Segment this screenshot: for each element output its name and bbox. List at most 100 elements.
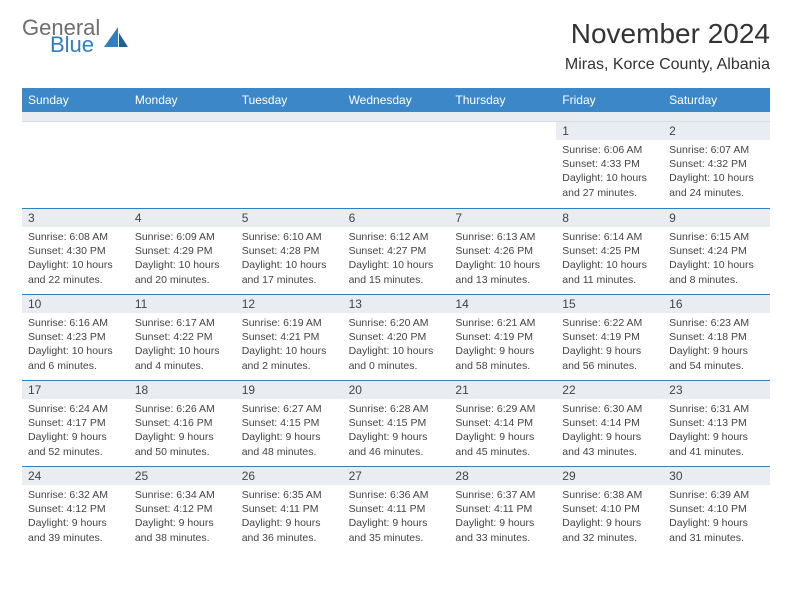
calendar-cell: 12 Sunrise: 6:19 AMSunset: 4:21 PMDayligh… — [236, 294, 343, 380]
day-number: 8 — [556, 209, 663, 227]
day-info-line: Sunset: 4:10 PM — [562, 502, 657, 516]
day-info-line: Sunrise: 6:30 AM — [562, 402, 657, 416]
calendar-cell: 15Sunrise: 6:22 AMSunset: 4:19 PMDayligh… — [556, 294, 663, 380]
day-info: Sunrise: 6:29 AMSunset: 4:14 PMDaylight:… — [455, 402, 550, 459]
calendar-cell: . — [22, 122, 129, 208]
calendar-week: 17Sunrise: 6:24 AMSunset: 4:17 PMDayligh… — [22, 380, 770, 466]
calendar-cell: 28Sunrise: 6:37 AMSunset: 4:11 PMDayligh… — [449, 466, 556, 552]
brand-text: General Blue — [22, 18, 100, 56]
day-number: 18 — [129, 381, 236, 399]
day-info-line: Sunset: 4:22 PM — [135, 330, 230, 344]
calendar-cell: 19Sunrise: 6:27 AMSunset: 4:15 PMDayligh… — [236, 380, 343, 466]
day-info: Sunrise: 6:12 AMSunset: 4:27 PMDaylight:… — [349, 230, 444, 287]
day-info: Sunrise: 6:39 AMSunset: 4:10 PMDaylight:… — [669, 488, 764, 545]
calendar-cell: 10Sunrise: 6:16 AMSunset: 4:23 PMDayligh… — [22, 294, 129, 380]
calendar-cell: 17Sunrise: 6:24 AMSunset: 4:17 PMDayligh… — [22, 380, 129, 466]
day-info-line: Sunrise: 6:21 AM — [455, 316, 550, 330]
weekday-label: Tuesday — [236, 88, 343, 112]
day-info-line: Sunrise: 6:19 AM — [242, 316, 337, 330]
day-info-line: Daylight: 9 hours — [669, 344, 764, 358]
day-info: Sunrise: 6:24 AMSunset: 4:17 PMDaylight:… — [28, 402, 123, 459]
day-info-line: Sunrise: 6:37 AM — [455, 488, 550, 502]
day-info: Sunrise: 6:38 AMSunset: 4:10 PMDaylight:… — [562, 488, 657, 545]
day-number: 12 — [236, 295, 343, 313]
day-info-line: Sunrise: 6:36 AM — [349, 488, 444, 502]
day-info-line: Daylight: 10 hours — [242, 344, 337, 358]
day-info: Sunrise: 6:10 AMSunset: 4:28 PMDaylight:… — [242, 230, 337, 287]
weeks-container: .....1Sunrise: 6:06 AMSunset: 4:33 PMDay… — [22, 122, 770, 552]
day-info-line: and 11 minutes. — [562, 273, 657, 287]
day-number: 14 — [449, 295, 556, 313]
day-info-line: Sunset: 4:33 PM — [562, 157, 657, 171]
calendar-cell: . — [449, 122, 556, 208]
calendar-cell: 7Sunrise: 6:13 AMSunset: 4:26 PMDaylight… — [449, 208, 556, 294]
day-info-line: Sunset: 4:11 PM — [455, 502, 550, 516]
day-info-line: Daylight: 9 hours — [455, 516, 550, 530]
day-number: 24 — [22, 467, 129, 485]
day-info-line: Sunset: 4:28 PM — [242, 244, 337, 258]
day-info: Sunrise: 6:27 AMSunset: 4:15 PMDaylight:… — [242, 402, 337, 459]
day-number: 4 — [129, 209, 236, 227]
day-info: Sunrise: 6:23 AMSunset: 4:18 PMDaylight:… — [669, 316, 764, 373]
day-info-line: Daylight: 9 hours — [349, 516, 444, 530]
day-info-line: Daylight: 9 hours — [242, 516, 337, 530]
location-text: Miras, Korce County, Albania — [565, 56, 770, 74]
day-info-line: Sunset: 4:26 PM — [455, 244, 550, 258]
calendar-week: 24Sunrise: 6:32 AMSunset: 4:12 PMDayligh… — [22, 466, 770, 552]
day-info: Sunrise: 6:30 AMSunset: 4:14 PMDaylight:… — [562, 402, 657, 459]
day-number: 25 — [129, 467, 236, 485]
day-number: 30 — [663, 467, 770, 485]
day-info: Sunrise: 6:34 AMSunset: 4:12 PMDaylight:… — [135, 488, 230, 545]
day-info-line: Sunset: 4:19 PM — [562, 330, 657, 344]
day-info-line: and 45 minutes. — [455, 445, 550, 459]
calendar-week: 3 Sunrise: 6:08 AMSunset: 4:30 PMDaylight… — [22, 208, 770, 294]
day-number: 10 — [22, 295, 129, 313]
day-info-line: Sunrise: 6:34 AM — [135, 488, 230, 502]
day-info-line: Sunset: 4:12 PM — [135, 502, 230, 516]
day-info-line: Sunset: 4:10 PM — [669, 502, 764, 516]
calendar-cell: . — [343, 122, 450, 208]
day-number: 1 — [556, 122, 663, 140]
day-info-line: and 33 minutes. — [455, 531, 550, 545]
day-info-line: Daylight: 10 hours — [135, 258, 230, 272]
day-info-line: and 2 minutes. — [242, 359, 337, 373]
weekday-label: Sunday — [22, 88, 129, 112]
calendar-cell: 5Sunrise: 6:10 AMSunset: 4:28 PMDaylight… — [236, 208, 343, 294]
day-info-line: Daylight: 9 hours — [669, 430, 764, 444]
day-info-line: Sunrise: 6:35 AM — [242, 488, 337, 502]
calendar-cell: 26Sunrise: 6:35 AMSunset: 4:11 PMDayligh… — [236, 466, 343, 552]
day-info: Sunrise: 6:13 AMSunset: 4:26 PMDaylight:… — [455, 230, 550, 287]
day-info-line: Sunrise: 6:15 AM — [669, 230, 764, 244]
calendar-cell: 4Sunrise: 6:09 AMSunset: 4:29 PMDaylight… — [129, 208, 236, 294]
day-info-line: Sunrise: 6:26 AM — [135, 402, 230, 416]
day-number: 3 — [22, 209, 129, 227]
calendar-cell: 14Sunrise: 6:21 AMSunset: 4:19 PMDayligh… — [449, 294, 556, 380]
day-info: Sunrise: 6:31 AMSunset: 4:13 PMDaylight:… — [669, 402, 764, 459]
day-info-line: Sunset: 4:27 PM — [349, 244, 444, 258]
day-info-line: and 39 minutes. — [28, 531, 123, 545]
day-info: Sunrise: 6:08 AMSunset: 4:30 PMDaylight:… — [28, 230, 123, 287]
day-info-line: and 58 minutes. — [455, 359, 550, 373]
day-info-line: and 24 minutes. — [669, 186, 764, 200]
day-info: Sunrise: 6:15 AMSunset: 4:24 PMDaylight:… — [669, 230, 764, 287]
day-info-line: Sunset: 4:30 PM — [28, 244, 123, 258]
calendar-cell: 16Sunrise: 6:23 AMSunset: 4:18 PMDayligh… — [663, 294, 770, 380]
day-info-line: and 20 minutes. — [135, 273, 230, 287]
day-info-line: Sunrise: 6:16 AM — [28, 316, 123, 330]
day-info-line: Daylight: 10 hours — [562, 171, 657, 185]
calendar-week: 10Sunrise: 6:16 AMSunset: 4:23 PMDayligh… — [22, 294, 770, 380]
calendar-cell: 20Sunrise: 6:28 AMSunset: 4:15 PMDayligh… — [343, 380, 450, 466]
day-info-line: Sunset: 4:21 PM — [242, 330, 337, 344]
day-info-line: and 6 minutes. — [28, 359, 123, 373]
day-info-line: Daylight: 10 hours — [455, 258, 550, 272]
month-title: November 2024 — [565, 18, 770, 50]
calendar-cell: 23Sunrise: 6:31 AMSunset: 4:13 PMDayligh… — [663, 380, 770, 466]
day-info: Sunrise: 6:35 AMSunset: 4:11 PMDaylight:… — [242, 488, 337, 545]
day-info-line: and 36 minutes. — [242, 531, 337, 545]
day-info-line: and 17 minutes. — [242, 273, 337, 287]
header-spacer — [22, 112, 770, 122]
calendar-cell: 30 Sunrise: 6:39 AMSunset: 4:10 PMDayligh… — [663, 466, 770, 552]
sail-icon — [104, 27, 130, 49]
day-info: Sunrise: 6:26 AMSunset: 4:16 PMDaylight:… — [135, 402, 230, 459]
day-info-line: and 8 minutes. — [669, 273, 764, 287]
